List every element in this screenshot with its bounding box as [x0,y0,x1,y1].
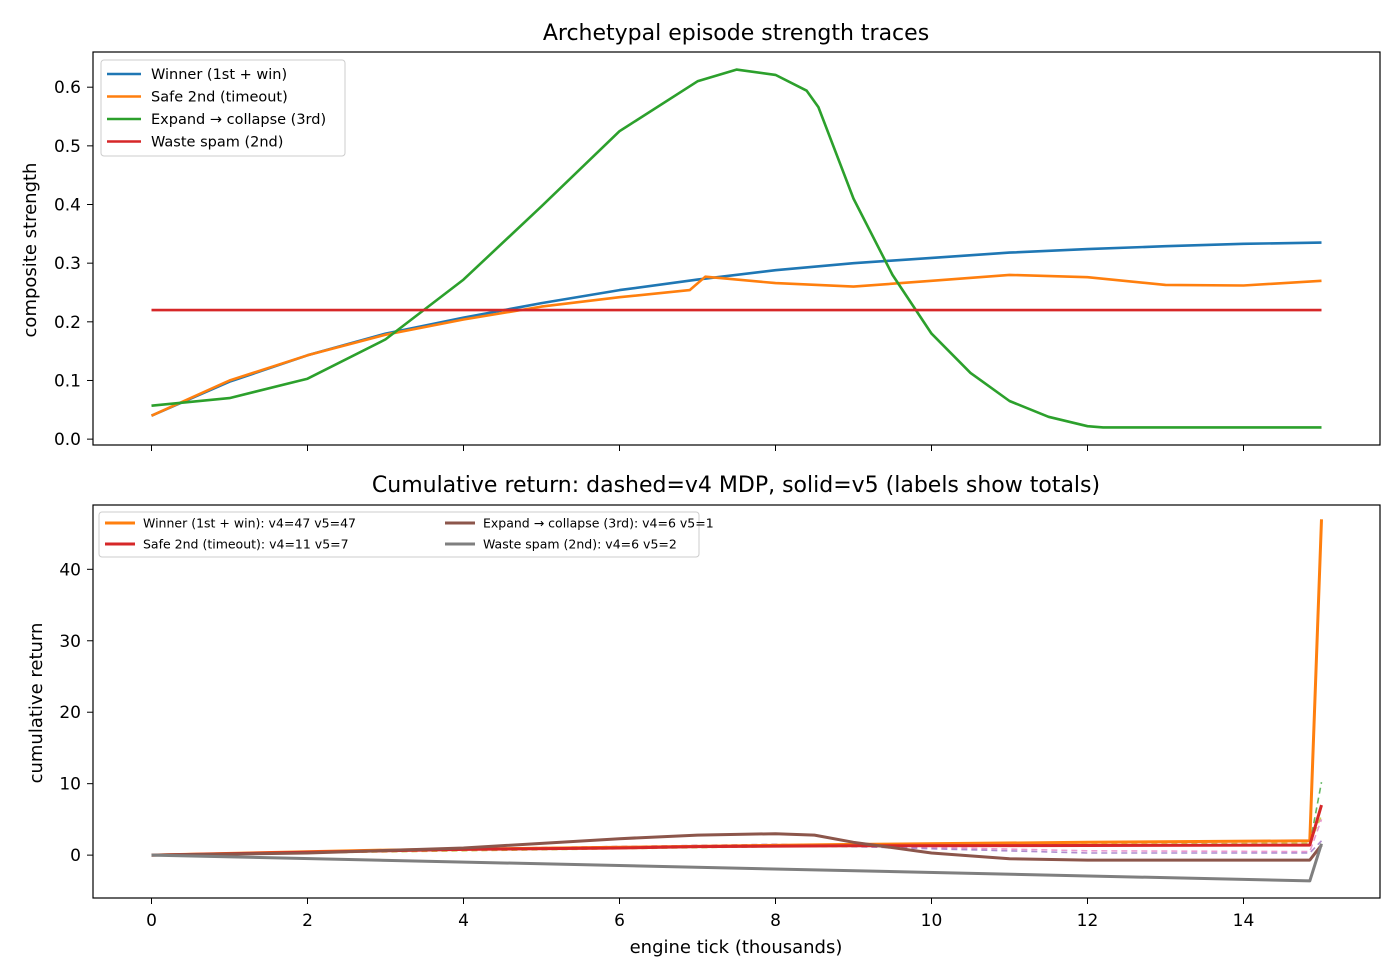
series-line [150,273,1322,417]
legend-entry-label: Safe 2nd (timeout): v4=11 v5=7 [143,537,349,552]
y-axis-label-cumulative: cumulative return [26,623,47,784]
series-line [151,832,1323,862]
legend-cumulative: Winner (1st + win): v4=47 v5=47 Safe 2nd … [98,511,714,558]
y-tick-label: 0 [70,846,81,866]
legend-strength: Winner (1st + win) Safe 2nd (timeout) Expa… [100,59,346,157]
y-tick-label: 0.5 [54,137,81,157]
y-tick-label: 40 [59,560,81,580]
x-tick-label: 6 [614,911,625,931]
legend-entry-label: Winner (1st + win) [151,67,287,83]
legend-entry-label: Winner (1st + win): v4=47 v5=47 [143,516,356,531]
y-tick-label: 0.1 [54,371,81,391]
x-tick-label: 12 [1077,911,1099,931]
series-line [151,519,1323,857]
chart-title-cumulative: Cumulative return: dashed=v4 MDP, solid=… [372,473,1100,498]
x-tick-label: 10 [921,911,943,931]
y-tick-label: 0.3 [54,254,81,274]
legend-entry-label: Waste spam (2nd): v4=6 v5=2 [483,537,677,552]
y-tick-label: 0.2 [54,313,81,333]
legend-entry-label: Expand → collapse (3rd): v4=6 v5=1 [483,516,714,531]
legend-box [100,59,346,157]
y-axis-label-strength: composite strength [20,163,41,338]
y-tick-label: 0.6 [54,78,81,98]
legend-entry-label: Waste spam (2nd) [151,135,283,151]
axes-frame-cumulative [92,504,1381,899]
y-tick-label: 30 [59,632,81,652]
cumulative-return-panel: Cumulative return: dashed=v4 MDP, solid=… [26,473,1381,958]
y-tick-label: 0.0 [54,430,81,450]
legend-box [98,511,700,558]
series-line [150,241,1322,417]
series-line [151,68,1322,429]
y-tick-label: 0.4 [54,196,81,216]
series-line [151,804,1323,857]
series-line-v4-dashed [151,819,1323,856]
axes-frame-strength [92,51,1381,446]
chart-title-strength: Archetypal episode strength traces [543,21,929,46]
strength-traces-panel: Archetypal episode strength traces compo… [20,21,1381,451]
x-tick-label: 2 [302,911,313,931]
x-tick-label: 8 [770,911,781,931]
x-tick-label: 4 [458,911,469,931]
x-tick-label: 14 [1233,911,1255,931]
series-line [151,843,1323,883]
legend-entry-label: Expand → collapse (3rd) [151,112,326,128]
plot-area-cumulative: 0 2 4 6 8 10 12 14 0 10 20 30 40 [59,519,1323,931]
y-tick-label: 10 [59,775,81,795]
legend-entry-label: Safe 2nd (timeout) [151,90,288,106]
plot-area-strength: 0.0 0.1 0.2 0.3 0.4 0.5 0.6 [54,68,1322,451]
y-tick-label: 20 [59,703,81,723]
x-axis-label: engine tick (thousands) [630,937,843,958]
x-tick-label: 0 [146,911,157,931]
